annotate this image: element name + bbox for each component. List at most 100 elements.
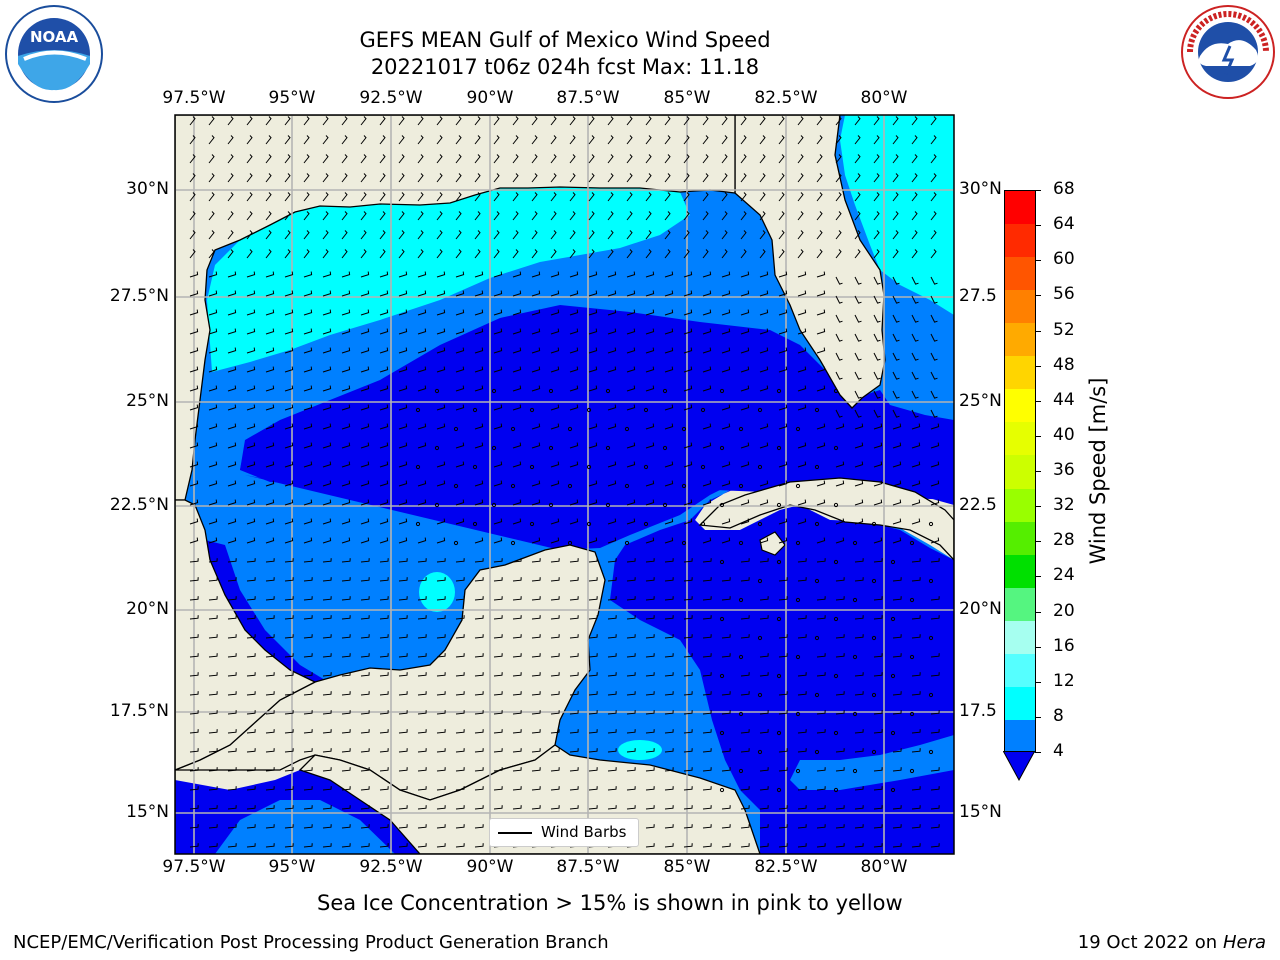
lat-left-label: 20°N [126, 599, 169, 619]
lon-top-label: 95°W [268, 88, 316, 108]
lat-left-label: 25°N [126, 391, 169, 411]
lon-bottom-label: 87.5°W [556, 857, 620, 877]
colorbar-segment [1005, 620, 1035, 655]
colorbar-tick-label: 36 [1053, 460, 1075, 480]
colorbar-label: Wind Speed [m/s] [1086, 377, 1110, 565]
chart-title-line1: GEFS MEAN Gulf of Mexico Wind Speed [359, 28, 771, 52]
colorbar-segment [1005, 686, 1035, 721]
lon-bottom-label: 92.5°W [359, 857, 423, 877]
colorbar-tick [1035, 190, 1041, 191]
colorbar-segment [1005, 224, 1035, 258]
colorbar-tick-label: 60 [1053, 249, 1075, 270]
lon-bottom-label: 97.5°W [162, 857, 226, 877]
lon-top-label: 85°W [663, 88, 711, 108]
lat-left-label: 30°N [126, 179, 169, 199]
lon-bottom-label: 80°W [860, 857, 908, 877]
colorbar-tick [1035, 681, 1041, 683]
sea-ice-note: Sea Ice Concentration > 15% is shown in … [317, 891, 903, 915]
mexico-land [175, 499, 317, 771]
colorbar-tick-label: 20 [1053, 600, 1075, 621]
colorbar-segment [1005, 455, 1035, 490]
colorbar-tick [1035, 541, 1041, 543]
lat-right-label: 17.5 [959, 701, 997, 721]
lon-top-label: 90°W [466, 88, 514, 108]
colorbar-tick [1035, 506, 1041, 508]
lon-bottom-label: 82.5°W [754, 857, 818, 877]
graticule [175, 115, 954, 854]
colorbar-segment [1005, 488, 1035, 523]
lon-top-label: 87.5°W [556, 88, 620, 108]
lat-right-label: 20°N [959, 599, 1002, 619]
lon-bottom-label: 85°W [663, 857, 711, 877]
colorbar-segment [1005, 191, 1035, 225]
svg-text:NOAA: NOAA [30, 28, 79, 46]
legend-line-sample [498, 832, 532, 834]
lat-left-label: 22.5°N [109, 495, 169, 515]
colorbar-segment [1005, 356, 1035, 390]
colorbar-tick-label: 12 [1053, 670, 1075, 691]
colorbar-segment [1005, 554, 1035, 589]
legend-box: Wind Barbs [489, 818, 639, 847]
footer-branch: NCEP/EMC/Verification Post Processing Pr… [13, 932, 609, 953]
lat-right-label: 30°N [959, 179, 1002, 199]
colorbar-segment [1005, 587, 1035, 622]
colorbar-tick [1035, 295, 1041, 297]
lon-top-label: 82.5°W [754, 88, 818, 108]
colorbar-segment [1005, 521, 1035, 556]
colorbar-segment [1005, 653, 1035, 688]
cuba-land [698, 477, 954, 561]
lat-left-label: 17.5°N [109, 701, 169, 721]
colorbar-tick-label: 16 [1053, 635, 1075, 656]
footer-date-text: 19 Oct 2022 on [1077, 932, 1223, 953]
colorbar-tick [1035, 752, 1041, 753]
colorbar-tick-label: 4 [1053, 741, 1064, 761]
colorbar-tick [1035, 611, 1041, 613]
colorbar-tick-label: 28 [1053, 530, 1075, 551]
colorbar-tick-label: 24 [1053, 565, 1075, 586]
colorbar-tick [1035, 260, 1041, 262]
colorbar-tick-label: 32 [1053, 495, 1075, 516]
colorbar-tick [1035, 471, 1041, 472]
lon-top-label: 80°W [860, 88, 908, 108]
colorbar-tick [1035, 330, 1041, 332]
lat-left-label: 15°N [126, 802, 169, 822]
nws-logo [1181, 5, 1275, 99]
colorbar-tick-label: 44 [1053, 389, 1075, 410]
colorbar-tick [1035, 400, 1041, 402]
colorbar-tick [1035, 225, 1041, 227]
colorbar-tick-label: 40 [1053, 424, 1075, 445]
florida-land [734, 115, 886, 409]
lat-left-label: 27.5°N [109, 286, 169, 306]
colorbar-segment [1005, 422, 1035, 456]
lon-top-label: 97.5°W [162, 88, 226, 108]
colorbar-tick-label: 8 [1053, 705, 1064, 726]
map-frame [174, 114, 955, 855]
colorbar-segment [1005, 257, 1035, 291]
lat-right-label: 27.5 [959, 286, 997, 306]
colorbar-segment [1005, 290, 1035, 324]
colorbar [1004, 190, 1036, 754]
colorbar-tick [1035, 576, 1041, 578]
lon-bottom-label: 90°W [466, 857, 514, 877]
colorbar-tick [1035, 646, 1041, 648]
lat-right-label: 15°N [959, 802, 1002, 822]
wind-barbs [189, 116, 940, 848]
chart-title-line2: 20221017 t06z 024h fcst Max: 11.18 [370, 55, 760, 79]
footer-machine: Hera [1222, 932, 1266, 953]
lat-right-label: 25°N [959, 391, 1002, 411]
colorbar-segment [1005, 323, 1035, 357]
colorbar-extend-under [1003, 751, 1035, 781]
colorbar-tick [1035, 716, 1041, 718]
footer-date: 19 Oct 2022 on Hera [1078, 932, 1266, 953]
colorbar-tick-label: 64 [1053, 214, 1075, 235]
colorbar-segment [1005, 719, 1035, 754]
colorbar-tick-label: 52 [1053, 319, 1075, 340]
colorbar-tick-label: 48 [1053, 354, 1075, 375]
colorbar-tick [1035, 365, 1041, 367]
lon-top-label: 92.5°W [359, 88, 423, 108]
lat-right-label: 22.5 [959, 495, 997, 515]
colorbar-tick-label: 56 [1053, 284, 1075, 305]
legend-label: Wind Barbs [541, 823, 627, 841]
noaa-logo: NOAA [5, 5, 103, 103]
